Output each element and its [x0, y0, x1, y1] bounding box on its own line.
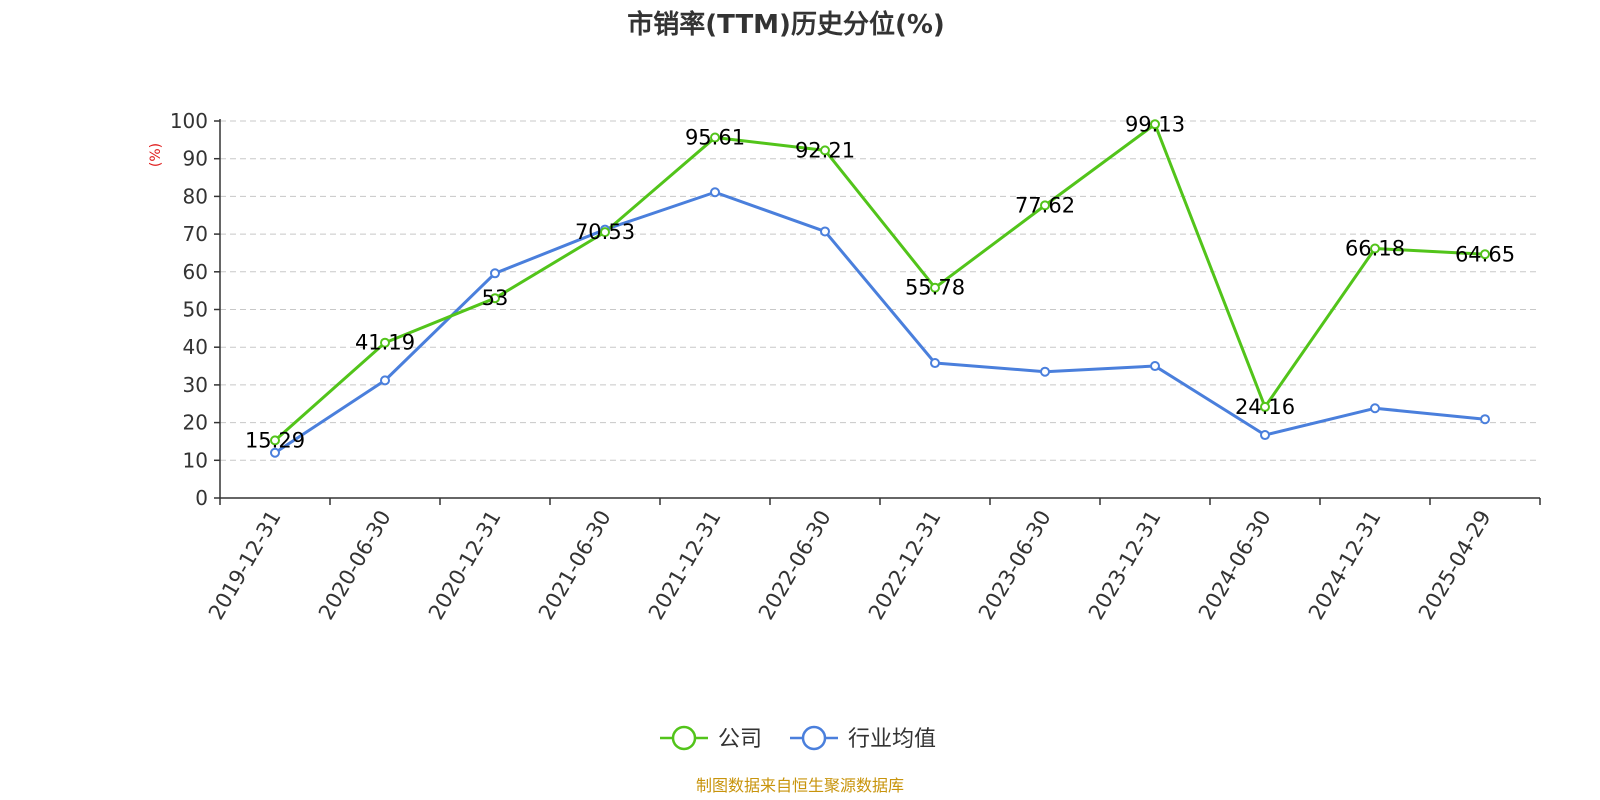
- legend-industry-label: 行业均值: [848, 727, 936, 752]
- y-tick-label: 80: [183, 184, 208, 208]
- x-tick-label: 2019-12-31: [204, 506, 286, 624]
- x-tick-label: 2020-06-30: [314, 506, 396, 624]
- series-points: [270, 119, 1490, 458]
- data-label: 70.53: [575, 220, 635, 244]
- data-point[interactable]: [820, 226, 830, 237]
- data-label: 24.16: [1235, 395, 1295, 419]
- y-axis-label: (%): [148, 143, 164, 167]
- legend-item-company[interactable]: 公司: [660, 725, 762, 752]
- axes: [214, 119, 1541, 505]
- data-point[interactable]: [270, 435, 280, 446]
- data-point[interactable]: [930, 282, 940, 293]
- x-tick-label: 2024-12-31: [1304, 506, 1386, 624]
- data-point[interactable]: [1260, 430, 1270, 441]
- y-tick-label: 70: [183, 222, 208, 246]
- data-label: 99.13: [1125, 112, 1185, 136]
- data-point[interactable]: [930, 358, 940, 369]
- data-point[interactable]: [710, 187, 720, 198]
- series-lines: [274, 122, 1486, 455]
- y-tick-label: 30: [183, 373, 208, 397]
- data-label: 77.62: [1015, 193, 1075, 217]
- data-point[interactable]: [270, 447, 280, 458]
- legend: 公司 行业均值: [660, 725, 936, 752]
- data-label: 15.29: [245, 428, 305, 452]
- x-tick-label: 2024-06-30: [1194, 506, 1276, 624]
- data-label: 95.61: [685, 126, 745, 150]
- x-tick-label: 2023-06-30: [974, 506, 1056, 624]
- data-label: 41.19: [355, 331, 415, 355]
- data-point[interactable]: [380, 375, 390, 386]
- y-tick-label: 50: [183, 298, 208, 322]
- data-point[interactable]: [490, 268, 500, 279]
- x-tick-label: 2025-04-29: [1414, 506, 1496, 624]
- series-line-0: [274, 122, 1486, 442]
- y-tick-label: 40: [183, 335, 208, 359]
- data-point[interactable]: [1370, 243, 1380, 254]
- legend-company-circle-icon: [671, 725, 697, 751]
- legend-industry-circle-icon: [801, 725, 827, 751]
- data-point[interactable]: [1480, 414, 1490, 425]
- y-tick-label: 60: [183, 260, 208, 284]
- y-tick-label: 100: [170, 109, 208, 133]
- data-point[interactable]: [1150, 361, 1160, 372]
- source-note: 制图数据来自恒生聚源数据库: [696, 776, 904, 795]
- x-tick-label: 2021-12-31: [644, 506, 726, 624]
- data-point[interactable]: [1480, 249, 1490, 260]
- legend-company-label: 公司: [718, 727, 762, 752]
- x-tick-label: 2021-06-30: [534, 506, 616, 624]
- x-tick-labels: 2019-12-31 2020-06-30 2020-12-31 2021-06-30…: [204, 506, 1496, 624]
- data-point[interactable]: [1370, 403, 1380, 414]
- data-labels: 15.29 41.19 53 70.53 95.61 92.21 55.78 77.62 99.…: [245, 112, 1515, 452]
- y-tick-label: 10: [183, 448, 208, 472]
- x-tick-label: 2023-12-31: [1084, 506, 1166, 624]
- data-label: 66.18: [1345, 237, 1405, 261]
- data-label: 53: [482, 286, 509, 310]
- chart-title: 市销率(TTM)历史分位(%): [627, 9, 945, 40]
- x-tick-label: 2022-06-30: [754, 506, 836, 624]
- data-label: 92.21: [795, 138, 855, 162]
- grid-lines: [220, 120, 1540, 461]
- y-tick-label: 90: [183, 147, 208, 171]
- series-line-1: [274, 190, 1486, 455]
- data-label: 55.78: [905, 276, 965, 300]
- data-label: 64.65: [1455, 242, 1515, 266]
- y-tick-label: 20: [183, 411, 208, 435]
- data-point[interactable]: [1040, 366, 1050, 377]
- y-tick-label: 0: [195, 486, 208, 510]
- x-tick-label: 2020-12-31: [424, 506, 506, 624]
- data-point[interactable]: [710, 132, 720, 143]
- data-point[interactable]: [820, 145, 830, 156]
- data-point[interactable]: [1260, 401, 1270, 412]
- data-point[interactable]: [380, 337, 390, 348]
- data-point[interactable]: [1150, 119, 1160, 130]
- x-tick-label: 2022-12-31: [864, 506, 946, 624]
- data-point[interactable]: [1040, 200, 1050, 211]
- data-point[interactable]: [600, 227, 610, 238]
- y-tick-labels: 0 10 20 30 40 50 60 70 80 90 100: [170, 109, 208, 510]
- legend-item-industry-average[interactable]: 行业均值: [790, 725, 936, 752]
- data-point[interactable]: [490, 293, 500, 304]
